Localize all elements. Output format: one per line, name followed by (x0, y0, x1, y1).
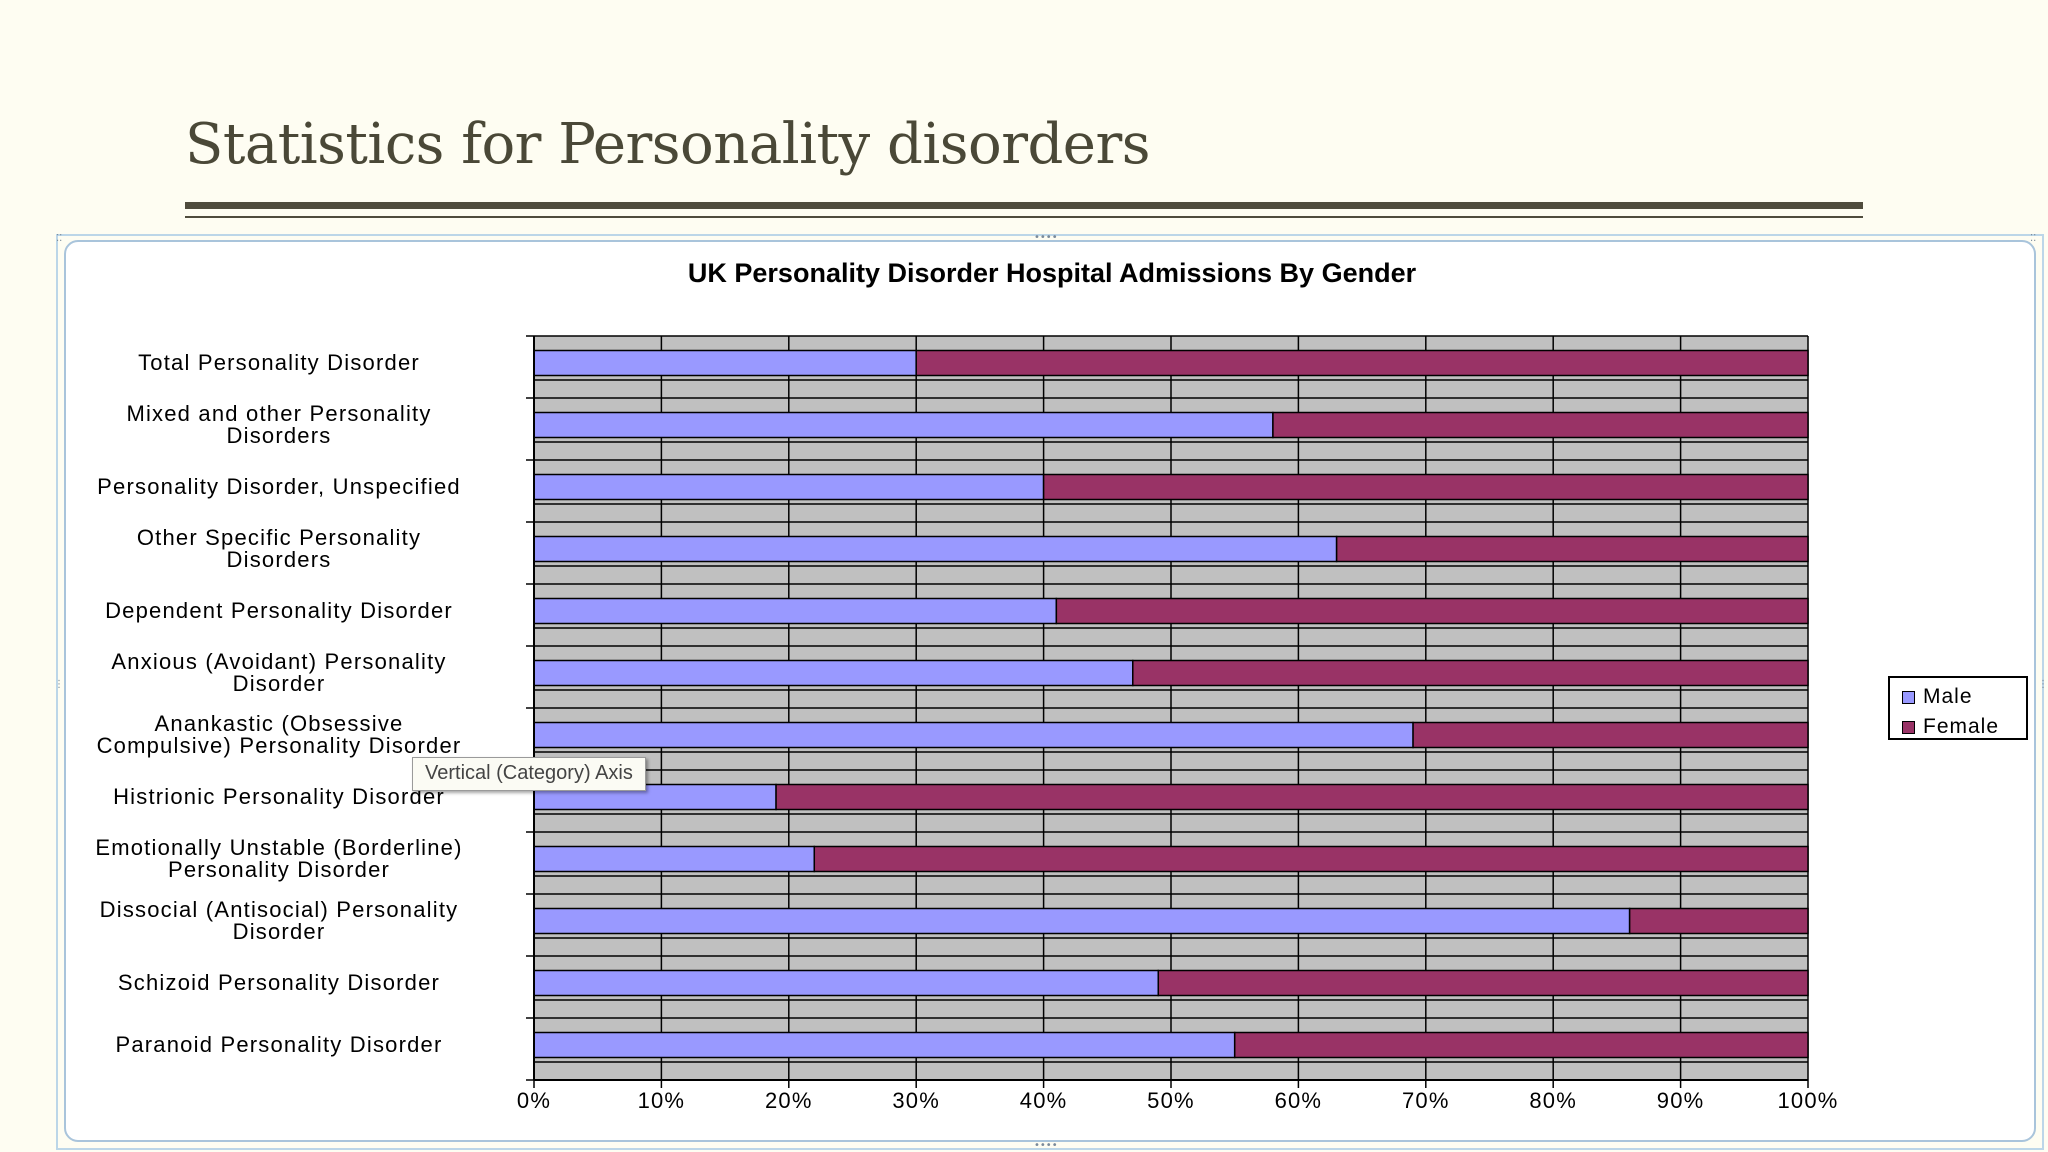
x-tick-label: 80% (1529, 1088, 1577, 1113)
bar-male-10 (533, 969, 1160, 997)
category-label-line: Disorder (232, 919, 326, 944)
bar-male-4 (533, 597, 1058, 625)
x-tick-label: 90% (1656, 1088, 1705, 1113)
bar-male-9 (533, 907, 1631, 935)
chart-title: UK Personality Disorder Hospital Admissi… (687, 258, 1417, 288)
category-label: Dissocial (Antisocial) Personality Disord… (44, 899, 514, 943)
category-label-line: Paranoid Personality Disorder (115, 1032, 443, 1057)
category-label-line: Schizoid Personality Disorder (117, 970, 441, 995)
title-underline-thick (185, 202, 1863, 209)
legend-item-female: Female (1902, 712, 2026, 742)
category-label-line: Histrionic Personality Disorder (113, 784, 445, 809)
category-label: Anxious (Avoidant) Personality Disorder (44, 651, 514, 695)
bar-female-5 (1132, 659, 1809, 687)
bar-female-11 (1233, 1031, 1809, 1059)
bar-male-5 (533, 659, 1134, 687)
bar-female-4 (1055, 597, 1809, 625)
legend[interactable]: Male Female (1888, 676, 2028, 740)
category-label: Mixed and other Personality Disorders (44, 403, 514, 447)
category-label: Schizoid Personality Disorder (44, 972, 514, 994)
bar-male-0 (533, 349, 917, 377)
resize-handle-top-left[interactable]: ⁚⁚ (56, 233, 63, 244)
category-label: Histrionic Personality Disorder (44, 786, 514, 808)
bar-male-6 (533, 721, 1414, 749)
bar-female-10 (1157, 969, 1809, 997)
resize-handle-bottom[interactable]: •••• (1034, 1140, 1058, 1151)
bar-female-0 (915, 349, 1809, 377)
category-label: Personality Disorder, Unspecified (44, 476, 514, 498)
bar-female-3 (1335, 535, 1809, 563)
x-tick-label: 100% (1777, 1088, 1839, 1113)
x-tick-label: 0% (516, 1088, 552, 1113)
bar-female-2 (1042, 473, 1809, 501)
category-label-line: Anankastic (Obsessive (154, 711, 404, 736)
x-tick-label: 40% (1019, 1088, 1068, 1113)
bar-male-3 (533, 535, 1338, 563)
x-tick-label: 20% (764, 1088, 813, 1113)
resize-handle-left[interactable]: ⋮ (54, 679, 64, 690)
category-label-line: Anxious (Avoidant) Personality (111, 649, 447, 674)
legend-label-male: Male (1923, 685, 1973, 708)
category-label-line: Dissocial (Antisocial) Personality (99, 897, 459, 922)
category-label-line: Total Personality Disorder (138, 350, 420, 375)
slide-title: Statistics for Personality disorders (185, 112, 1150, 177)
category-label-line: Compulsive) Personality Disorder (96, 733, 462, 758)
category-label-line: Personality Disorder (167, 857, 391, 882)
category-label-line: Disorders (226, 423, 332, 448)
x-tick-label: 60% (1274, 1088, 1323, 1113)
category-label-line: Emotionally Unstable (Borderline) (95, 835, 463, 860)
legend-item-male: Male (1902, 682, 2026, 712)
category-label: Paranoid Personality Disorder (44, 1034, 514, 1056)
bar-male-1 (533, 411, 1274, 439)
bar-female-8 (813, 845, 1809, 873)
x-tick-label: 50% (1147, 1088, 1195, 1113)
category-label-line: Personality Disorder, Unspecified (97, 474, 461, 499)
bar-female-6 (1412, 721, 1809, 749)
axis-tooltip: Vertical (Category) Axis (412, 757, 646, 791)
x-tick-label: 30% (892, 1088, 940, 1113)
category-label-line: Disorders (226, 547, 332, 572)
bar-male-2 (533, 473, 1045, 501)
resize-handle-right[interactable]: ⋮ (2038, 679, 2048, 690)
bar-male-8 (533, 845, 816, 873)
legend-label-female: Female (1923, 715, 2000, 738)
legend-swatch-male (1902, 690, 1915, 704)
bar-female-7 (775, 783, 1809, 811)
category-label-line: Other Specific Personality (136, 525, 422, 550)
bar-female-9 (1628, 907, 1809, 935)
category-label: Total Personality Disorder (44, 352, 514, 374)
resize-handle-top[interactable]: •••• (1034, 232, 1058, 243)
title-underline-thin (185, 216, 1863, 218)
legend-swatch-female (1902, 720, 1915, 734)
category-label-line: Dependent Personality Disorder (105, 598, 453, 623)
category-label-line: Mixed and other Personality (126, 401, 432, 426)
category-label-line: Disorder (232, 671, 326, 696)
x-tick-label: 10% (637, 1088, 686, 1113)
category-label: Other Specific Personality Disorders (44, 527, 514, 571)
category-label: Dependent Personality Disorder (44, 600, 514, 622)
resize-handle-top-right[interactable]: ⁚⁚ (2030, 233, 2037, 244)
bar-female-1 (1272, 411, 1809, 439)
category-label: Anankastic (Obsessive Compulsive) Persona… (44, 713, 514, 757)
category-label: Emotionally Unstable (Borderline) Persona… (44, 837, 514, 881)
bar-male-11 (533, 1031, 1236, 1059)
x-tick-label: 70% (1401, 1088, 1450, 1113)
